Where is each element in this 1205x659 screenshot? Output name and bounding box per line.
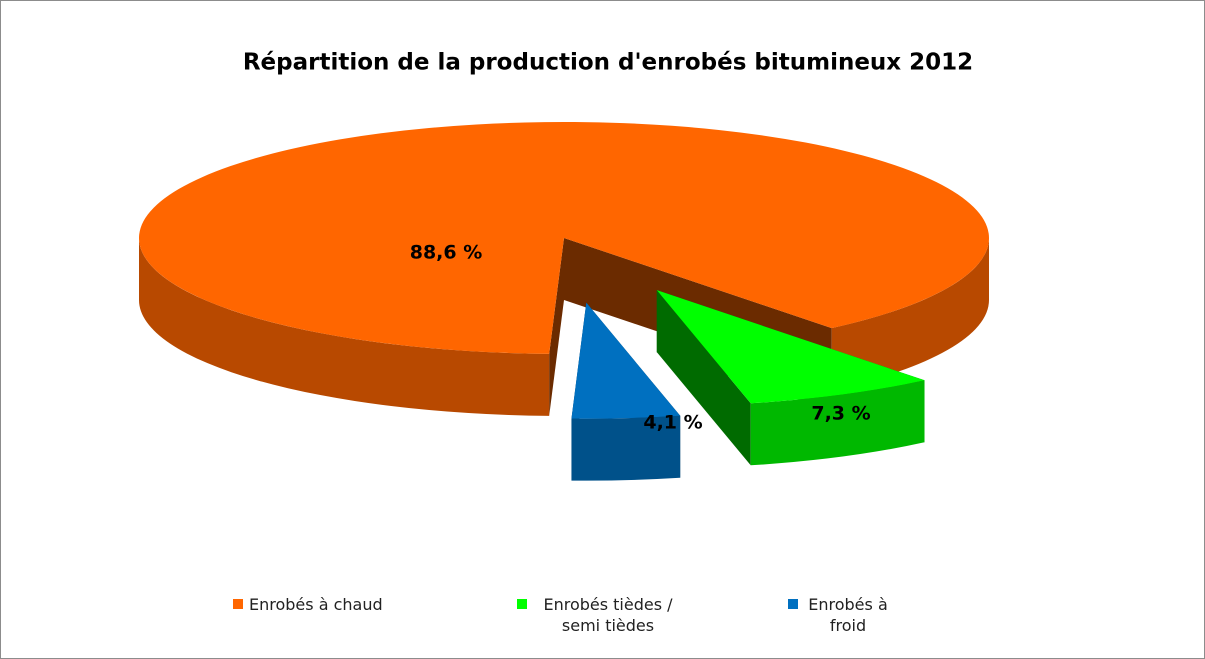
legend-label: Enrobés à froid [808,595,888,635]
legend-swatch [233,599,243,609]
legend-item: Enrobés à froid [788,594,892,636]
legend-label: Enrobés à chaud [249,595,383,614]
data-label: 4,1 % [643,412,702,434]
pie-slice [656,290,925,466]
legend-item: Enrobés tièdes / semi tièdes [517,594,683,636]
slice-outer-wall [831,238,989,391]
slice-side-wall [549,238,564,416]
slice-outer-wall [139,238,550,416]
pie-slice [571,302,681,481]
chart-title: Répartition de la production d'enrobés b… [243,50,973,76]
legend-label: Enrobés tièdes / semi tièdes [543,595,673,635]
slice-outer-wall [750,380,925,466]
slice-top [656,290,925,404]
slice-top [139,121,990,354]
slice-outer-wall [571,415,681,481]
legend-swatch [788,599,798,609]
data-label: 7,3 % [811,403,870,425]
data-label: 88,6 % [410,242,483,264]
slice-side-wall [656,290,751,466]
legend-item: Enrobés à chaud [233,594,383,615]
slice-top [571,302,681,419]
legend-swatch [517,599,527,609]
